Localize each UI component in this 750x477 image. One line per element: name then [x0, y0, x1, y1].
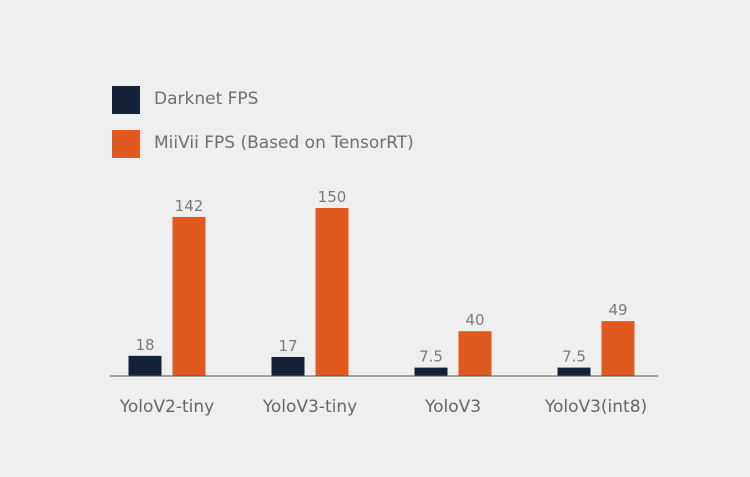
legend-swatch-miivii-fps — [112, 130, 140, 158]
bar-darknet-fps-yolov2-tiny — [128, 355, 162, 376]
legend-label-darknet-fps: Darknet FPS — [154, 89, 259, 109]
category-label-yolov3: YoloV3 — [424, 397, 481, 417]
bar-darknet-fps-yolov3-tiny — [271, 356, 305, 376]
bar-miivii-fps-based-on-tensorrt--yolov3 — [458, 331, 492, 376]
value-label-darknet-fps-yolov3-int8-: 7.5 — [562, 348, 586, 366]
value-label-miivii-fps-based-on-tensorrt--yolov3: 40 — [465, 311, 484, 329]
categories-layer: YoloV2-tiny YoloV3-tiny YoloV3 YoloV3(int8) — [119, 397, 647, 417]
category-label-yolov2-tiny: YoloV2-tiny — [119, 397, 214, 417]
bar-miivii-fps-based-on-tensorrt--yolov2-tiny — [172, 216, 206, 376]
bars-layer — [128, 208, 635, 376]
value-label-miivii-fps-based-on-tensorrt--yolov3-int8-: 49 — [608, 301, 627, 319]
value-label-darknet-fps-yolov3: 7.5 — [419, 348, 443, 366]
value-label-darknet-fps-yolov3-tiny: 17 — [278, 337, 297, 355]
bar-darknet-fps-yolov3 — [414, 367, 448, 376]
legend-swatch-darknet-fps — [112, 86, 140, 114]
value-label-miivii-fps-based-on-tensorrt--yolov3-tiny: 150 — [318, 188, 347, 206]
bar-darknet-fps-yolov3-int8- — [557, 367, 591, 376]
category-label-yolov3-tiny: YoloV3-tiny — [262, 397, 357, 417]
labels-layer: 18 142 17 150 7.5 40 7.5 49 — [135, 188, 627, 366]
bar-miivii-fps-based-on-tensorrt--yolov3-tiny — [315, 208, 349, 376]
value-label-miivii-fps-based-on-tensorrt--yolov2-tiny: 142 — [175, 197, 204, 215]
value-label-darknet-fps-yolov2-tiny: 18 — [135, 336, 154, 354]
bar-miivii-fps-based-on-tensorrt--yolov3-int8- — [601, 321, 635, 376]
legend-label-miivii-fps: MiiVii FPS (Based on TensorRT) — [154, 133, 414, 153]
category-label-yolov3-int8-: YoloV3(int8) — [544, 397, 647, 417]
